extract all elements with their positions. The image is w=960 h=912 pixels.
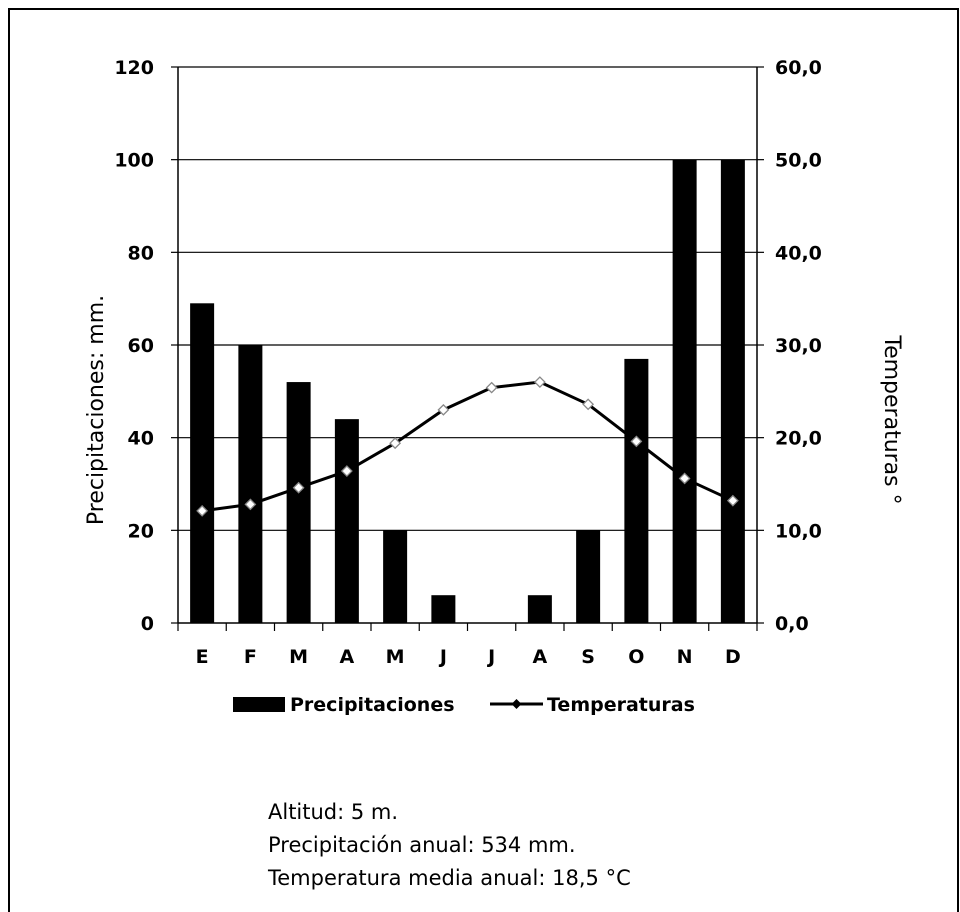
- temperature-point: [340, 465, 353, 477]
- y-tick-label: 40: [128, 428, 154, 450]
- temperature-point: [630, 435, 643, 448]
- precipitation-bar: [576, 530, 601, 623]
- temperature-point: [292, 481, 305, 494]
- x-tick-label: J: [438, 646, 447, 668]
- temperature-line: [196, 376, 739, 517]
- y2-tick-label: 30,0: [775, 335, 822, 357]
- temperature-point: [196, 504, 209, 517]
- temperature-point: [389, 437, 402, 450]
- temperature-point: [533, 376, 546, 388]
- x-tick-label: M: [386, 646, 405, 668]
- y2-tick-label: 50,0: [775, 150, 822, 172]
- y-tick-label: 60: [128, 335, 154, 357]
- x-tick-label: N: [677, 646, 693, 668]
- altitude-text: Altitud: 5 m.: [268, 800, 399, 824]
- precipitation-bar: [238, 345, 263, 623]
- temperature-point: [582, 398, 595, 411]
- temperature-point: [485, 381, 498, 394]
- precipitation-bar: [334, 419, 359, 623]
- legend-precip-swatch: [233, 697, 285, 712]
- x-tick-label: F: [244, 646, 257, 668]
- precipitation-bar: [286, 382, 311, 623]
- temperature-series-line: [201, 380, 734, 513]
- legend-temp-marker: [511, 699, 522, 709]
- y-tick-label: 100: [114, 150, 154, 172]
- precipitation-bar: [624, 358, 649, 623]
- temperature-point: [726, 494, 739, 507]
- x-tick-label: A: [533, 646, 548, 668]
- y2-axis-title: Temperaturas °: [879, 334, 904, 504]
- x-tick-label: E: [196, 646, 209, 668]
- x-tick-label: M: [289, 646, 308, 668]
- y2-tick-label: 60,0: [775, 57, 822, 79]
- annual-temperature-text: Temperatura media anual: 18,5 °C: [268, 866, 631, 890]
- y-axis-title: Precipitaciones: mm.: [84, 295, 109, 525]
- precipitation-bar: [383, 530, 408, 623]
- legend: Precipitaciones Temperaturas: [233, 694, 695, 716]
- precipitation-bar: [431, 595, 456, 623]
- gridlines: [178, 66, 757, 531]
- x-tick-label: J: [486, 646, 495, 668]
- y-tick-label: 20: [128, 520, 154, 542]
- legend-precip-label: Precipitaciones: [290, 694, 455, 716]
- x-tick-label: D: [725, 646, 741, 668]
- chart-frame: [8, 8, 959, 912]
- temperature-point: [437, 403, 450, 416]
- axis-labels: 0 0,0 20 10,0 40 20,0 60 30,0 80 40,0 100 50,0 120 60…: [114, 57, 822, 668]
- y2-tick-label: 0,0: [775, 613, 809, 635]
- axes: [171, 66, 764, 631]
- precipitation-bar: [672, 159, 697, 623]
- x-tick-label: S: [581, 646, 595, 668]
- x-tick-label: O: [628, 646, 644, 668]
- y-tick-label: 0: [141, 613, 154, 635]
- climate-notes: Altitud: 5 m. Precipitación anual: 534 m…: [268, 796, 631, 895]
- temperature-point: [678, 472, 691, 485]
- x-tick-label: A: [340, 646, 355, 668]
- precipitation-bars: [190, 159, 745, 623]
- y2-tick-label: 10,0: [775, 520, 822, 542]
- temperature-point: [244, 498, 257, 511]
- y-tick-label: 120: [114, 57, 154, 79]
- annual-precipitation-text: Precipitación anual: 534 mm.: [268, 833, 576, 857]
- y2-tick-label: 40,0: [775, 242, 822, 264]
- y-tick-label: 80: [128, 242, 154, 264]
- precipitation-bar: [720, 159, 745, 623]
- precipitation-bar: [190, 303, 215, 623]
- precipitation-bar: [527, 595, 552, 623]
- y2-tick-label: 20,0: [775, 428, 822, 450]
- legend-temp-label: Temperaturas: [547, 694, 695, 716]
